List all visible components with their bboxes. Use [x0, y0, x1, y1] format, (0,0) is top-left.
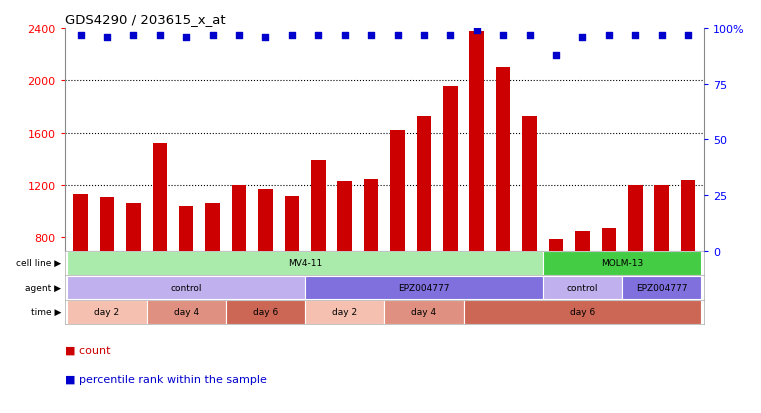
Bar	[390, 131, 405, 251]
Bar	[67, 276, 305, 299]
Bar	[601, 229, 616, 251]
Point	[418, 32, 430, 39]
Point	[154, 32, 166, 39]
Bar	[305, 276, 543, 299]
Bar	[285, 196, 299, 251]
Bar	[470, 31, 484, 251]
Bar	[258, 190, 272, 251]
Point	[286, 32, 298, 39]
Text: day 6: day 6	[570, 308, 595, 316]
Bar	[496, 68, 511, 251]
Bar	[311, 161, 326, 251]
Bar	[67, 252, 543, 275]
Text: day 6: day 6	[253, 308, 278, 316]
Bar	[549, 239, 563, 251]
Text: day 4: day 4	[412, 308, 437, 316]
Text: day 2: day 2	[94, 308, 119, 316]
Text: day 2: day 2	[332, 308, 357, 316]
Bar	[543, 276, 622, 299]
Bar	[147, 300, 226, 324]
Point	[233, 32, 245, 39]
Bar	[205, 204, 220, 251]
Bar	[628, 185, 642, 251]
Point	[603, 32, 615, 39]
Point	[260, 35, 272, 41]
Bar	[226, 300, 305, 324]
Point	[655, 32, 667, 39]
Point	[206, 32, 218, 39]
Point	[339, 32, 351, 39]
Bar	[126, 204, 141, 251]
Bar	[232, 185, 247, 251]
Point	[550, 52, 562, 59]
Bar	[73, 195, 88, 251]
Text: MV4-11: MV4-11	[288, 259, 322, 268]
Bar	[364, 179, 378, 251]
Bar	[463, 300, 702, 324]
Text: agent ▶: agent ▶	[25, 283, 62, 292]
Text: cell line ▶: cell line ▶	[17, 259, 62, 268]
Point	[127, 32, 139, 39]
Text: time ▶: time ▶	[31, 308, 62, 316]
Bar	[681, 180, 696, 251]
Text: day 4: day 4	[174, 308, 199, 316]
Text: control: control	[170, 283, 202, 292]
Point	[444, 32, 457, 39]
Point	[497, 32, 509, 39]
Bar	[100, 197, 114, 251]
Point	[524, 32, 536, 39]
Bar	[543, 252, 702, 275]
Bar	[179, 206, 193, 251]
Text: EPZ004777: EPZ004777	[398, 283, 450, 292]
Point	[180, 35, 193, 41]
Point	[75, 32, 87, 39]
Bar	[305, 300, 384, 324]
Bar	[622, 276, 702, 299]
Point	[576, 35, 588, 41]
Bar	[337, 182, 352, 251]
Text: EPZ004777: EPZ004777	[636, 283, 687, 292]
Point	[312, 32, 324, 39]
Point	[101, 35, 113, 41]
Point	[470, 28, 482, 34]
Point	[629, 32, 642, 39]
Text: ■ count: ■ count	[65, 345, 110, 355]
Bar	[654, 185, 669, 251]
Point	[365, 32, 377, 39]
Point	[391, 32, 403, 39]
Bar	[443, 86, 457, 251]
Text: MOLM-13: MOLM-13	[601, 259, 643, 268]
Bar	[417, 116, 431, 251]
Bar	[575, 231, 590, 251]
Text: control: control	[567, 283, 598, 292]
Bar	[522, 116, 537, 251]
Bar	[384, 300, 463, 324]
Text: GDS4290 / 203615_x_at: GDS4290 / 203615_x_at	[65, 13, 225, 26]
Bar	[152, 144, 167, 251]
Bar	[67, 300, 147, 324]
Point	[682, 32, 694, 39]
Text: ■ percentile rank within the sample: ■ percentile rank within the sample	[65, 374, 266, 384]
